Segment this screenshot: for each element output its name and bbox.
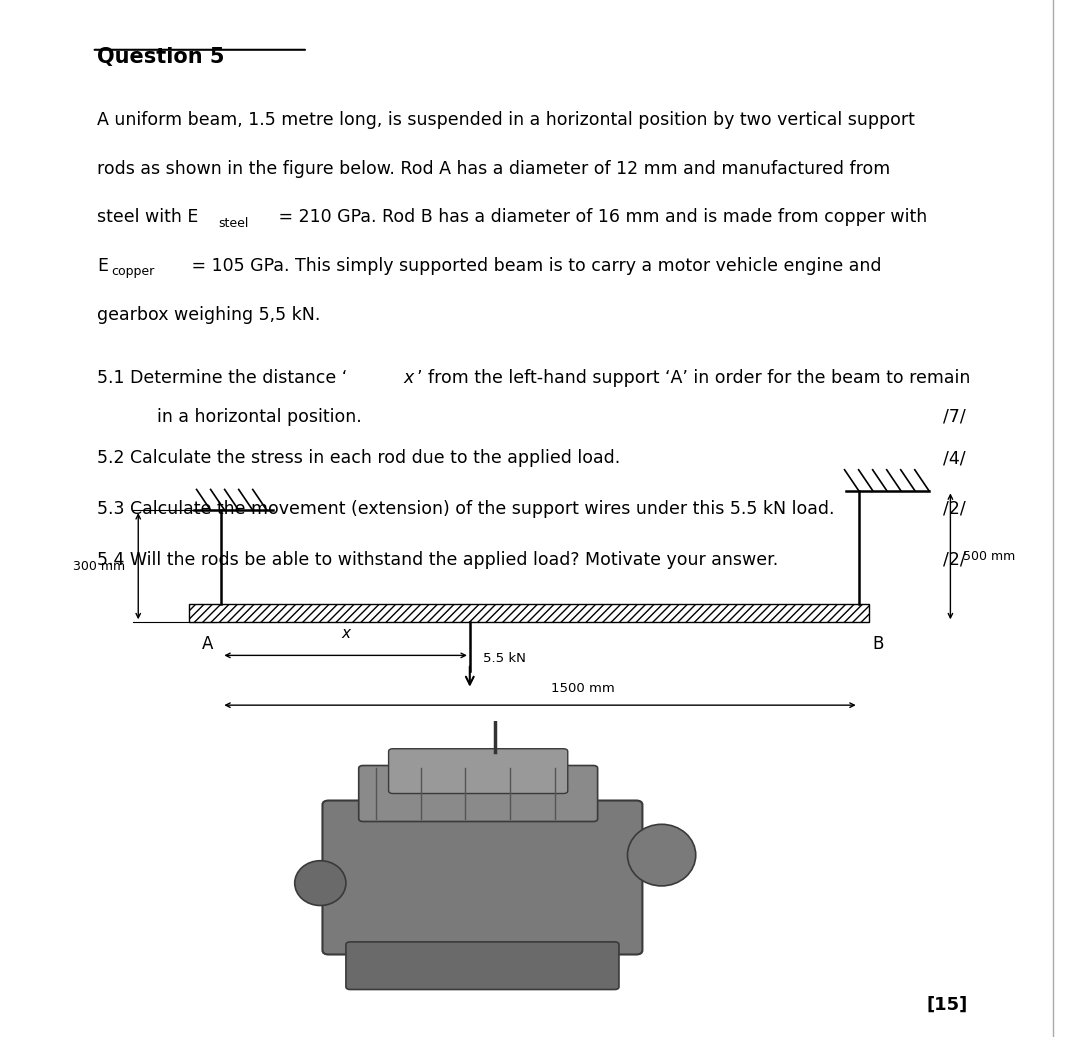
Text: in a horizontal position.: in a horizontal position. <box>157 408 362 425</box>
Text: /2/: /2/ <box>943 551 966 568</box>
Text: steel with E: steel with E <box>97 208 199 226</box>
FancyBboxPatch shape <box>323 801 643 954</box>
Text: 5.3 Calculate the movement (extension) of the support wires under this 5.5 kN lo: 5.3 Calculate the movement (extension) o… <box>97 500 835 517</box>
Text: ’ from the left-hand support ‘A’ in order for the beam to remain: ’ from the left-hand support ‘A’ in orde… <box>417 369 970 387</box>
Text: 1500 mm: 1500 mm <box>551 681 616 695</box>
Text: A: A <box>202 635 213 652</box>
Text: Question 5: Question 5 <box>97 47 225 66</box>
FancyBboxPatch shape <box>389 749 568 793</box>
Ellipse shape <box>295 861 346 905</box>
Text: 5.4 Will the rods be able to withstand the applied load? Motivate your answer.: 5.4 Will the rods be able to withstand t… <box>97 551 779 568</box>
Text: rods as shown in the figure below. Rod A has a diameter of 12 mm and manufacture: rods as shown in the figure below. Rod A… <box>97 160 890 177</box>
Text: /2/: /2/ <box>943 500 966 517</box>
Text: A uniform beam, 1.5 metre long, is suspended in a horizontal position by two ver: A uniform beam, 1.5 metre long, is suspe… <box>97 111 915 129</box>
Text: = 105 GPa. This simply supported beam is to carry a motor vehicle engine and: = 105 GPa. This simply supported beam is… <box>186 257 881 275</box>
Text: 300 mm: 300 mm <box>73 560 125 572</box>
Text: E: E <box>97 257 108 275</box>
Text: 5.5 kN: 5.5 kN <box>483 652 526 665</box>
Text: 5.1 Determine the distance ‘: 5.1 Determine the distance ‘ <box>97 369 348 387</box>
Text: B: B <box>873 635 883 652</box>
Text: 5.2 Calculate the stress in each rod due to the applied load.: 5.2 Calculate the stress in each rod due… <box>97 449 620 467</box>
Text: x: x <box>404 369 414 387</box>
Text: = 210 GPa. Rod B has a diameter of 16 mm and is made from copper with: = 210 GPa. Rod B has a diameter of 16 mm… <box>273 208 928 226</box>
Bar <box>189 604 869 622</box>
Text: [15]: [15] <box>927 997 968 1014</box>
FancyBboxPatch shape <box>359 765 597 821</box>
FancyBboxPatch shape <box>346 942 619 989</box>
Text: /7/: /7/ <box>943 408 966 425</box>
Ellipse shape <box>627 824 696 886</box>
Text: copper: copper <box>111 265 154 279</box>
Text: x: x <box>341 626 350 641</box>
Text: steel: steel <box>218 217 248 230</box>
Text: gearbox weighing 5,5 kN.: gearbox weighing 5,5 kN. <box>97 306 321 324</box>
Text: 500 mm: 500 mm <box>963 550 1015 563</box>
Text: /4/: /4/ <box>943 449 966 467</box>
